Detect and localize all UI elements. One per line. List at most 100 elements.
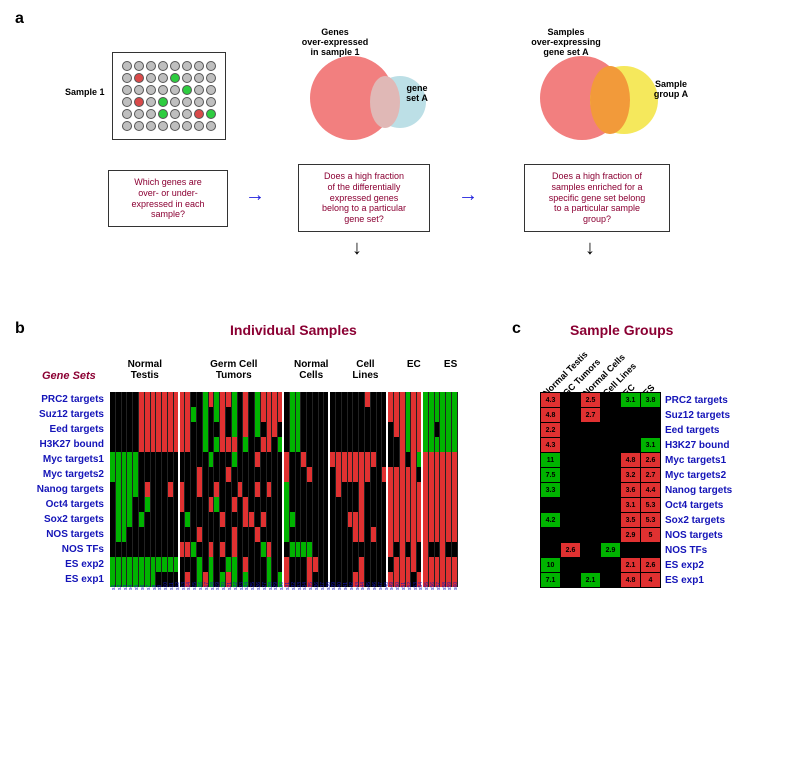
sample-label: s16 xyxy=(198,582,204,590)
arrow-icon: → xyxy=(245,185,265,205)
microarray-spot xyxy=(170,61,180,71)
microarray-spot xyxy=(182,97,192,107)
question1-box: Which genes areover- or under-expressed … xyxy=(108,170,228,227)
row-label: Suz12 targets xyxy=(661,408,734,423)
heatmap-cell xyxy=(452,422,458,437)
panel-a-letter: a xyxy=(15,10,24,28)
heatmap-cell xyxy=(561,468,581,483)
heatmap-cell: 2.9 xyxy=(621,528,641,543)
sample-label: s36 xyxy=(314,582,320,590)
heatmap-cell xyxy=(541,528,561,543)
question2-box: Does a high fractionof the differentiall… xyxy=(298,164,430,232)
heatmap-cell xyxy=(452,467,458,482)
b-sample-labels: s1s2s3s4s5s6s7s8s9s10s11s12s13s14s15s16s… xyxy=(110,590,458,650)
column-header: EC xyxy=(396,360,431,371)
gene-sets-header: Gene Sets xyxy=(42,370,96,382)
row-label: Myc targets1 xyxy=(0,452,104,467)
heatmap-cell: 2.7 xyxy=(581,408,601,423)
microarray-spot xyxy=(134,97,144,107)
row-label: ES exp1 xyxy=(0,572,104,587)
heatmap-cell xyxy=(561,438,581,453)
heatmap-cell: 2.1 xyxy=(621,558,641,573)
microarray-spot xyxy=(122,61,132,71)
heatmap-cell: 3.8 xyxy=(641,393,661,408)
heatmap-cell xyxy=(561,573,581,588)
heatmap-cell: 2.7 xyxy=(641,468,661,483)
heatmap-cell xyxy=(561,513,581,528)
venn1: Genesover-expressedin sample 1 geneset A xyxy=(300,44,460,144)
heatmap-b xyxy=(110,392,458,587)
heatmap-cell xyxy=(601,468,621,483)
heatmap-cell xyxy=(581,468,601,483)
microarray-spot xyxy=(194,109,204,119)
microarray-spot xyxy=(146,85,156,95)
question3-box: Does a high fraction ofsamples enriched … xyxy=(524,164,670,232)
arrow-icon: → xyxy=(458,185,478,205)
row-label: Nanog targets xyxy=(661,483,734,498)
venn1-left-label: Genesover-expressedin sample 1 xyxy=(290,28,380,58)
microarray-spot xyxy=(206,85,216,95)
heatmap-cell: 3.6 xyxy=(621,483,641,498)
heatmap-cell: 3.5 xyxy=(621,513,641,528)
microarray-spot xyxy=(206,97,216,107)
microarray-spot xyxy=(194,85,204,95)
microarray-spot xyxy=(206,61,216,71)
sample-label: s1 xyxy=(111,585,117,590)
microarray-spot xyxy=(194,121,204,131)
microarray-spot xyxy=(194,97,204,107)
heatmap-cell: 2.5 xyxy=(581,393,601,408)
figure-page: { "panelA": { "letter": "a", "sample_lab… xyxy=(0,0,800,769)
row-label: Eed targets xyxy=(0,422,104,437)
microarray-spot xyxy=(194,73,204,83)
row-label: Myc targets2 xyxy=(661,468,734,483)
column-header: CellLines xyxy=(336,360,394,381)
heatmap-cell xyxy=(561,453,581,468)
heatmap-cell xyxy=(621,423,641,438)
heatmap-cell xyxy=(452,407,458,422)
heatmap-c: 4.32.53.13.8PRC2 targets4.82.7Suz12 targ… xyxy=(540,392,734,588)
heatmap-cell xyxy=(452,497,458,512)
arrow-down-icon: ↓ xyxy=(352,238,362,258)
sample-label: s22 xyxy=(233,582,239,590)
sample-label: s2 xyxy=(117,585,123,590)
heatmap-cell xyxy=(581,528,601,543)
panel-b-title: Individual Samples xyxy=(230,322,357,338)
row-label: NOS TFs xyxy=(0,542,104,557)
microarray-spot xyxy=(134,85,144,95)
microarray-spot xyxy=(170,73,180,83)
heatmap-cell xyxy=(601,453,621,468)
microarray-spot xyxy=(182,61,192,71)
heatmap-cell: 5 xyxy=(641,528,661,543)
row-label: Suz12 targets xyxy=(0,407,104,422)
sample-label: s27 xyxy=(262,582,268,590)
microarray-spot xyxy=(158,61,168,71)
sample-label: s42 xyxy=(349,582,355,590)
heatmap-cell: 4.4 xyxy=(641,483,661,498)
microarray-spot xyxy=(158,85,168,95)
microarray-spot xyxy=(134,121,144,131)
column-header: ES xyxy=(433,360,468,371)
heatmap-cell xyxy=(641,543,661,558)
microarray-spot xyxy=(146,97,156,107)
heatmap-cell xyxy=(601,423,621,438)
microarray-spot xyxy=(146,61,156,71)
microarray-spot xyxy=(182,121,192,131)
microarray-spot xyxy=(170,85,180,95)
heatmap-cell: 2.6 xyxy=(641,453,661,468)
heatmap-cell: 4.3 xyxy=(541,438,561,453)
heatmap-cell: 2.1 xyxy=(581,573,601,588)
row-label: ES exp2 xyxy=(0,557,104,572)
heatmap-cell xyxy=(452,392,458,407)
panel-c-title: Sample Groups xyxy=(570,322,673,338)
heatmap-cell xyxy=(452,557,458,572)
microarray-spot xyxy=(122,73,132,83)
row-label: H3K27 bound xyxy=(0,437,104,452)
venn2: Samplesover-expressinggene set A Sampleg… xyxy=(530,44,700,144)
microarray-spot xyxy=(146,73,156,83)
sample-label: Sample 1 xyxy=(65,87,105,97)
heatmap-cell xyxy=(452,452,458,467)
sample-label: s47 xyxy=(378,582,384,590)
heatmap-cell xyxy=(452,527,458,542)
sample-label: s6 xyxy=(140,585,146,590)
heatmap-cell: 3.1 xyxy=(641,438,661,453)
